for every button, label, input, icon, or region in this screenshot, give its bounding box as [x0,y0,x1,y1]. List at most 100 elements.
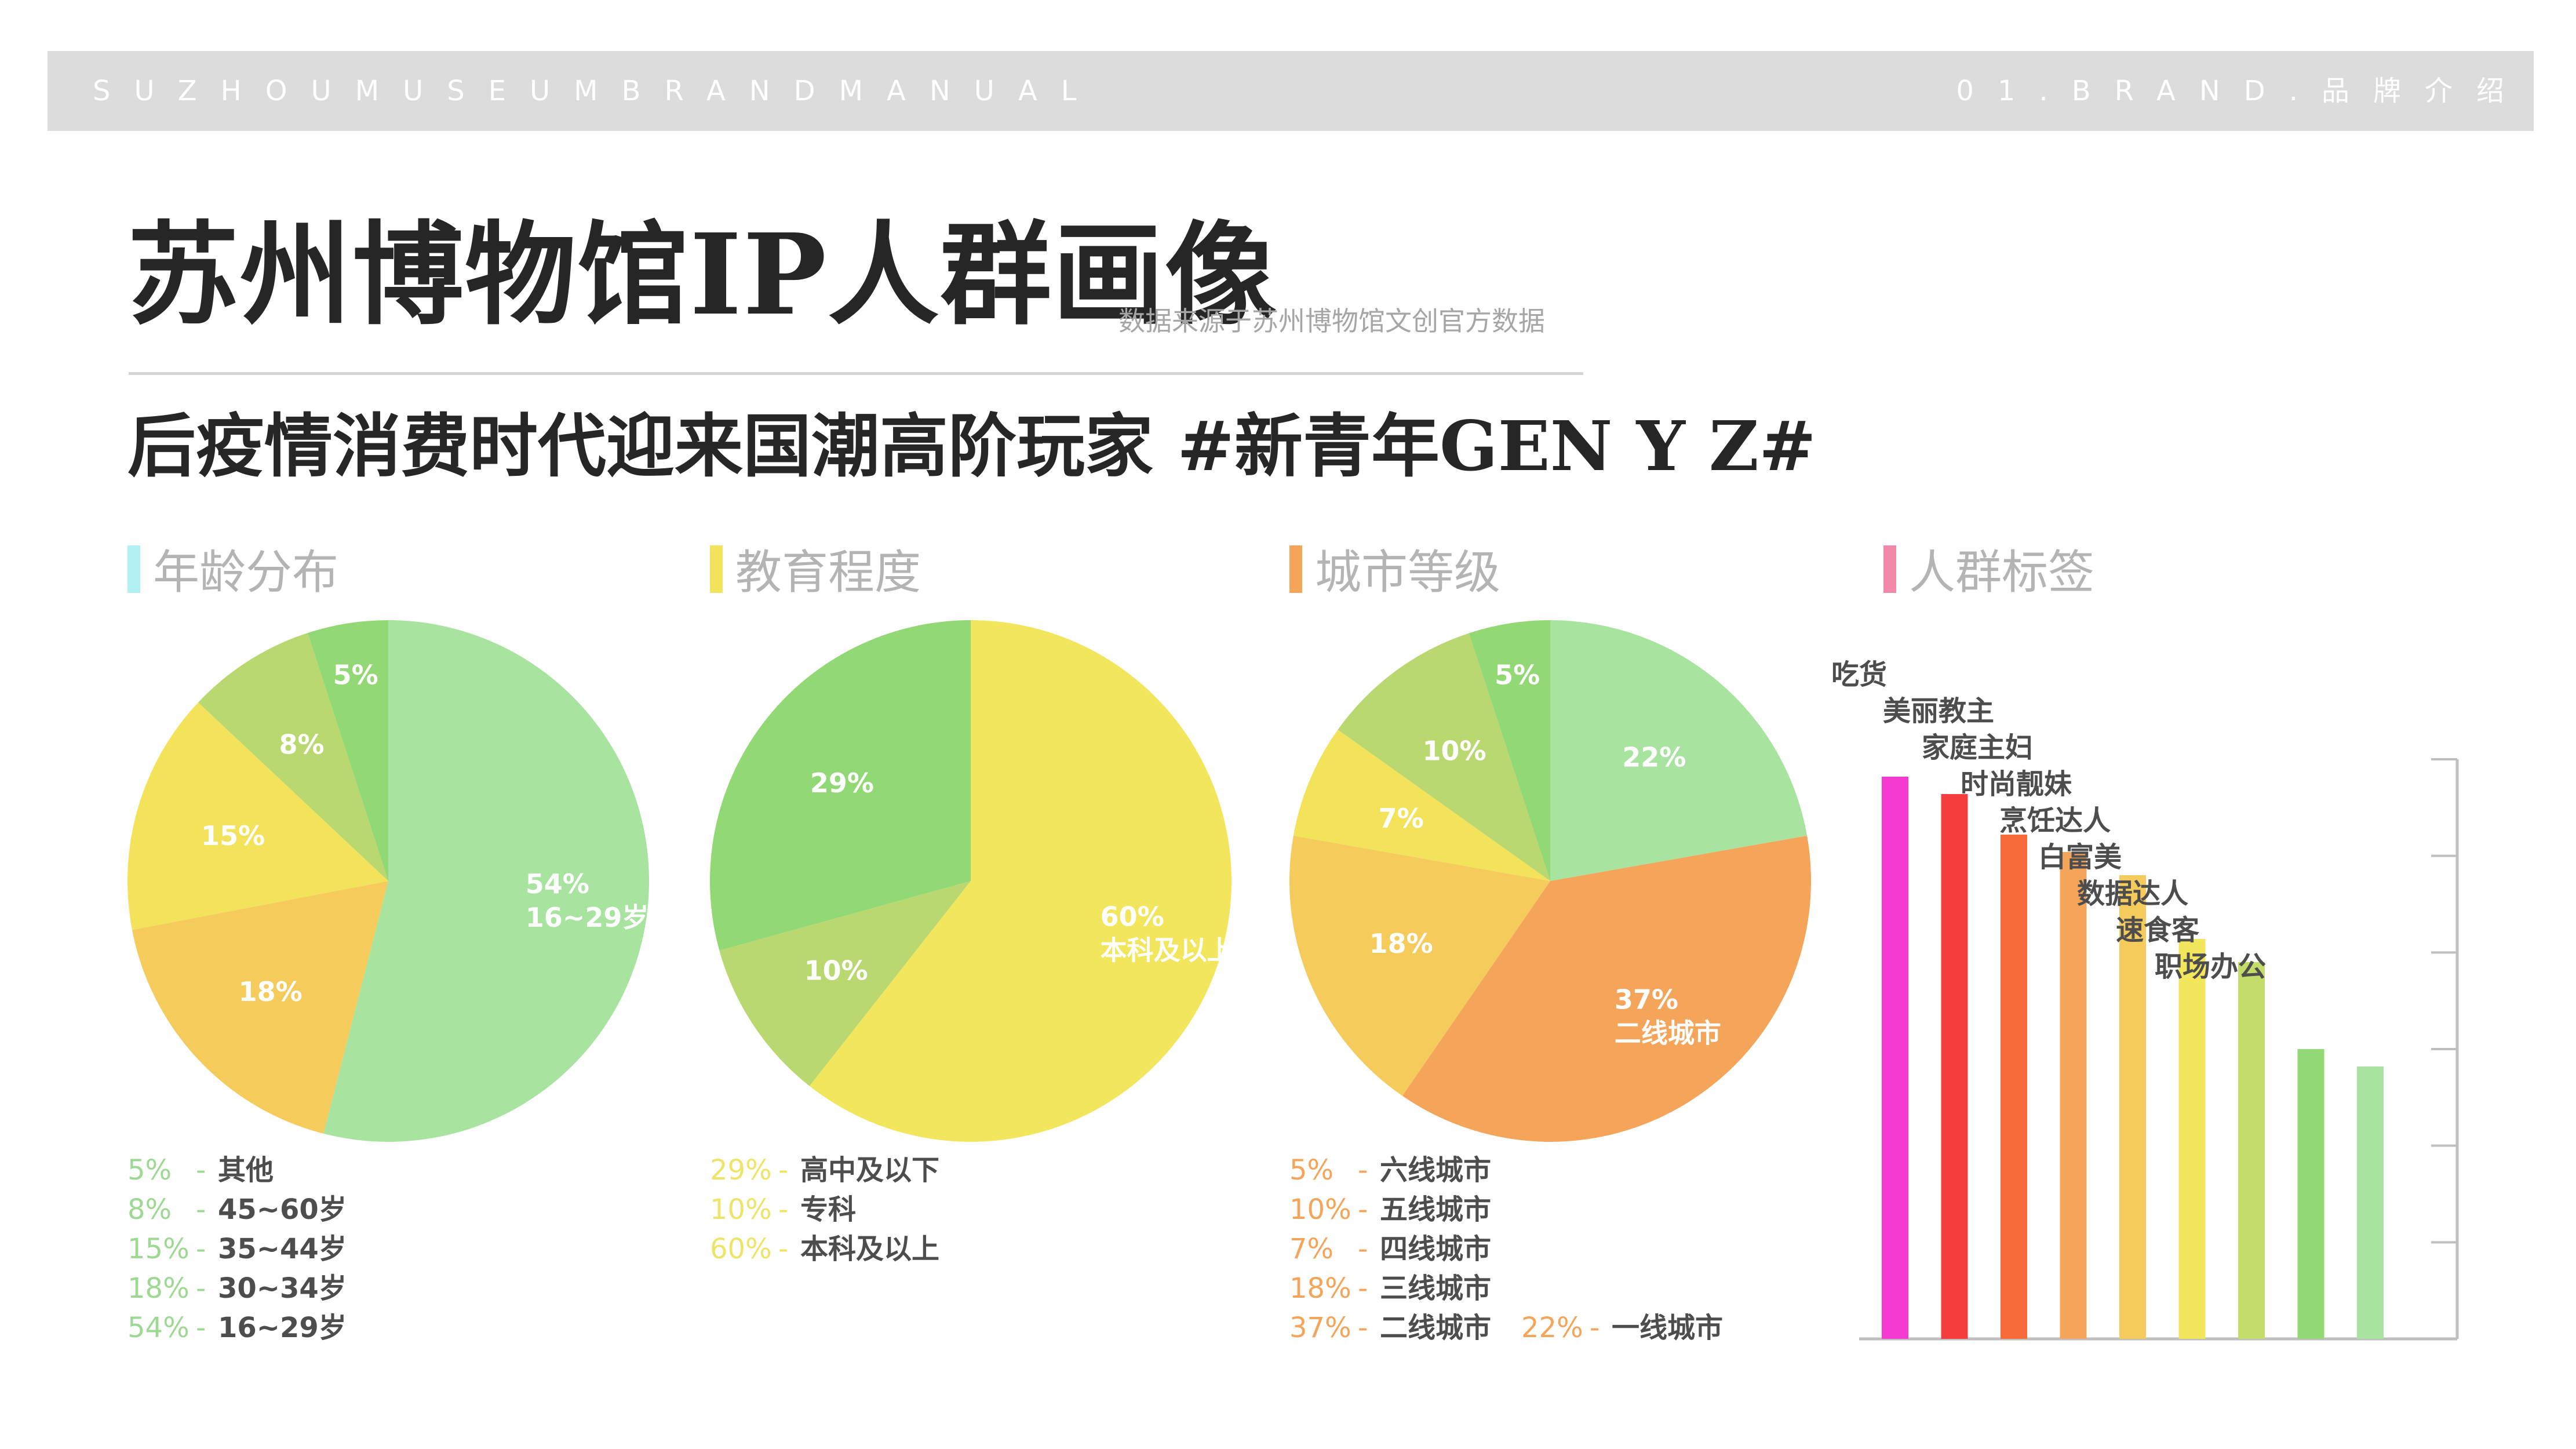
city-legend-extra-item-0-dash: - [1590,1312,1600,1344]
header-left-text: SUZHOUMUSEUMBRANDMANUAL [93,75,1101,107]
pie2-slice-1 [1402,835,1811,1142]
city-legend-extra-item-0-pct: 22% [1521,1312,1583,1344]
edu-legend-item-1-pct: 10% [710,1193,772,1226]
pie0-slice-4-label: 5% [333,659,378,690]
pie0-slice-3-label: 8% [279,729,324,760]
tag-bar-1 [1941,794,1968,1339]
tag-bar-5-label: 白富美 [2038,841,2122,873]
section-city-label: 城市等级 [1315,545,1500,599]
age-legend-item-3-pct: 18% [127,1272,190,1305]
tag-bar-2-label: 家庭主妇 [1922,731,2033,764]
edu-legend-item-2-label: 本科及以上 [800,1233,940,1265]
section-edu-marker [710,545,723,593]
pie1-slice-1-label: 10% [804,955,868,986]
section-age-title: 年龄分布 [127,544,338,602]
edu-legend-item-1: 10% - 专科 [710,1190,939,1229]
pie2-slice-1-label: 37%二线城市 [1615,984,1721,1049]
city-legend-item-3-label: 三线城市 [1380,1272,1492,1305]
edu-legend-item-0-dash: - [778,1154,789,1186]
city-legend-item-3: 18% - 三线城市 [1289,1269,1491,1308]
age-legend-item-1-pct: 8% [127,1193,172,1226]
tag-bar-3 [2060,852,2087,1339]
city-legend-item-2-dash: - [1358,1233,1368,1265]
pie2-slice-5 [1469,620,1550,881]
edu-legend-item-0-label: 高中及以下 [800,1154,940,1186]
tag-bar-0-label: 吃货 [1831,658,1887,691]
city-legend-item-0-pct: 5% [1289,1154,1334,1186]
pie0-slice-1 [132,881,388,1134]
tag-bar-8 [2357,1066,2384,1339]
city-legend-item-1: 10% - 五线城市 [1289,1190,1491,1229]
city-pie-chart: 22% 37%二线城市 18% 7% 10% 5% [1289,620,1811,1142]
pie2-slice-5-label: 5% [1495,660,1540,691]
tag-bar-4-label: 烹饪达人 [1999,804,2111,837]
edu-legend-item-2: 60% - 本科及以上 [710,1229,939,1269]
city-legend-item-2-pct: 7% [1289,1233,1334,1265]
age-legend-item-4: 54% -16~29岁 [127,1308,347,1348]
city-legend-item-1-pct: 10% [1289,1193,1351,1226]
section-city-marker [1289,545,1302,593]
city-legend-item-4-label: 二线城市 [1380,1312,1492,1344]
section-age-marker [127,545,140,593]
tag-bar-7 [2297,1049,2324,1339]
title-divider [129,372,1583,375]
age-legend-item-4-label: 16~29岁 [218,1312,347,1344]
city-legend-item-2-label: 四线城市 [1380,1233,1492,1265]
education-pie-chart: 60%本科及以上 10% 29% [710,620,1234,1142]
age-pie-chart: 54% 16~29岁 18% 15% 8% 5% [127,620,649,1142]
city-legend-item-3-dash: - [1358,1272,1368,1305]
age-legend-item-0-pct: 5% [127,1154,172,1186]
section-tag-label: 人群标签 [1909,545,2094,599]
age-legend-item-0-dash: - [196,1154,206,1186]
age-legend-item-3-dash: - [196,1272,206,1305]
section-edu-title: 教育程度 [710,544,921,602]
pie2-slice-4 [1338,633,1550,881]
source-note: 数据来源于苏州博物馆文创官方数据 [1118,305,1545,337]
city-legend-item-0-label: 六线城市 [1380,1154,1492,1186]
pie1-slice-1 [719,881,971,1086]
pie0-slice-2 [127,702,388,930]
header-bar: SUZHOUMUSEUMBRANDMANUAL 01.BRAND.品牌介绍 [48,51,2534,131]
pie1-slice-0 [809,620,1231,1142]
pie2-slice-3-label: 7% [1379,803,1424,834]
tag-bar-7-label: 速食客 [2116,914,2199,946]
edu-legend-item-2-dash: - [778,1233,789,1265]
tag-bar-6-label: 数据达人 [2077,878,2188,910]
age-legend: 5% - 其他 8% -45~60岁 15% -35~44岁 18% -30~34岁 54% -16… [127,1151,347,1348]
tag-bar-3-label: 时尚靓妹 [1961,768,2072,800]
pie2-slice-0 [1550,620,1808,881]
age-legend-item-1: 8% -45~60岁 [127,1190,347,1229]
age-legend-item-2-label: 35~44岁 [218,1233,347,1265]
city-legend-item-3-pct: 18% [1289,1272,1351,1305]
pie2-slice-2-label: 18% [1369,928,1433,959]
section-city-title: 城市等级 [1289,544,1500,602]
pie2-slice-4-label: 10% [1423,735,1486,766]
age-legend-item-2-dash: - [196,1233,206,1265]
tag-bar-0 [1882,777,1908,1339]
edu-legend-item-0-pct: 29% [710,1154,772,1186]
page-subtitle: 后疫情消费时代迎来国潮高阶玩家 #新青年GEN Y Z# [127,406,1816,486]
education-legend: 29% - 高中及以下 10% - 专科 60% - 本科及以上 [710,1151,939,1269]
tag-bar-2 [2001,835,2027,1339]
age-legend-item-2: 15% -35~44岁 [127,1229,347,1269]
city-legend: 5% - 六线城市 10% - 五线城市 7% - 四线城市 18% - 三线城市 37% - 二线城市 [1289,1151,1491,1348]
city-legend-extra-item-0-label: 一线城市 [1612,1312,1724,1344]
pie2-slice-3 [1293,729,1550,881]
city-legend-item-1-dash: - [1358,1193,1368,1226]
city-legend-item-2: 7% - 四线城市 [1289,1229,1491,1269]
edu-legend-item-1-dash: - [778,1193,789,1226]
age-legend-item-1-label: 45~60岁 [218,1193,347,1226]
city-legend-item-1-label: 五线城市 [1380,1193,1492,1226]
section-tag-marker [1883,545,1896,593]
city-legend-item-4-dash: - [1358,1312,1368,1344]
pie2-slice-2 [1289,835,1550,1096]
age-legend-item-3: 18% -30~34岁 [127,1269,347,1308]
age-legend-item-4-dash: - [196,1312,206,1344]
edu-legend-item-1-label: 专科 [800,1193,857,1226]
city-legend-item-0: 5% - 六线城市 [1289,1151,1491,1190]
pie0-slice-3 [198,633,388,881]
pie0-slice-1-label: 18% [239,976,303,1007]
tag-bar-5 [2178,939,2206,1339]
pie1-slice-2-label: 29% [810,767,874,799]
